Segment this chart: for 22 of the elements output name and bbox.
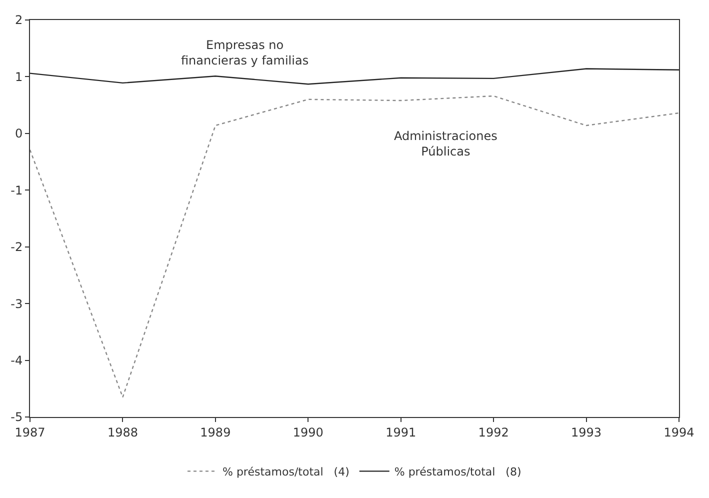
annotation: Empresas no financieras y familias: [181, 38, 309, 68]
y-tick-label: 0: [14, 126, 23, 141]
legend-label: % préstamos/total (4): [222, 465, 350, 478]
y-tick-label: -4: [10, 353, 23, 368]
y-tick-label: 2: [14, 13, 23, 28]
x-tick-label: 1993: [571, 425, 602, 440]
y-tick-label: -2: [10, 240, 23, 254]
line-series: [30, 95, 679, 398]
y-tick-label: -1: [10, 183, 23, 198]
x-tick-label: 1987: [14, 425, 46, 440]
line-series: [30, 68, 679, 85]
x-tick-label: 1992: [478, 425, 509, 440]
x-tick-label: 1989: [200, 425, 231, 440]
x-tick-label: 1990: [292, 425, 324, 440]
y-tick-label: -5: [10, 410, 23, 424]
annotation: Administraciones Públicas: [394, 129, 498, 159]
legend-label: % préstamos/total (8): [394, 465, 522, 478]
y-tick-label: -3: [10, 296, 23, 311]
x-tick-label: 1988: [107, 425, 138, 440]
x-tick-label: 1994: [664, 425, 694, 440]
x-tick-label: 1991: [386, 425, 416, 440]
y-tick-label: 1: [14, 70, 23, 84]
